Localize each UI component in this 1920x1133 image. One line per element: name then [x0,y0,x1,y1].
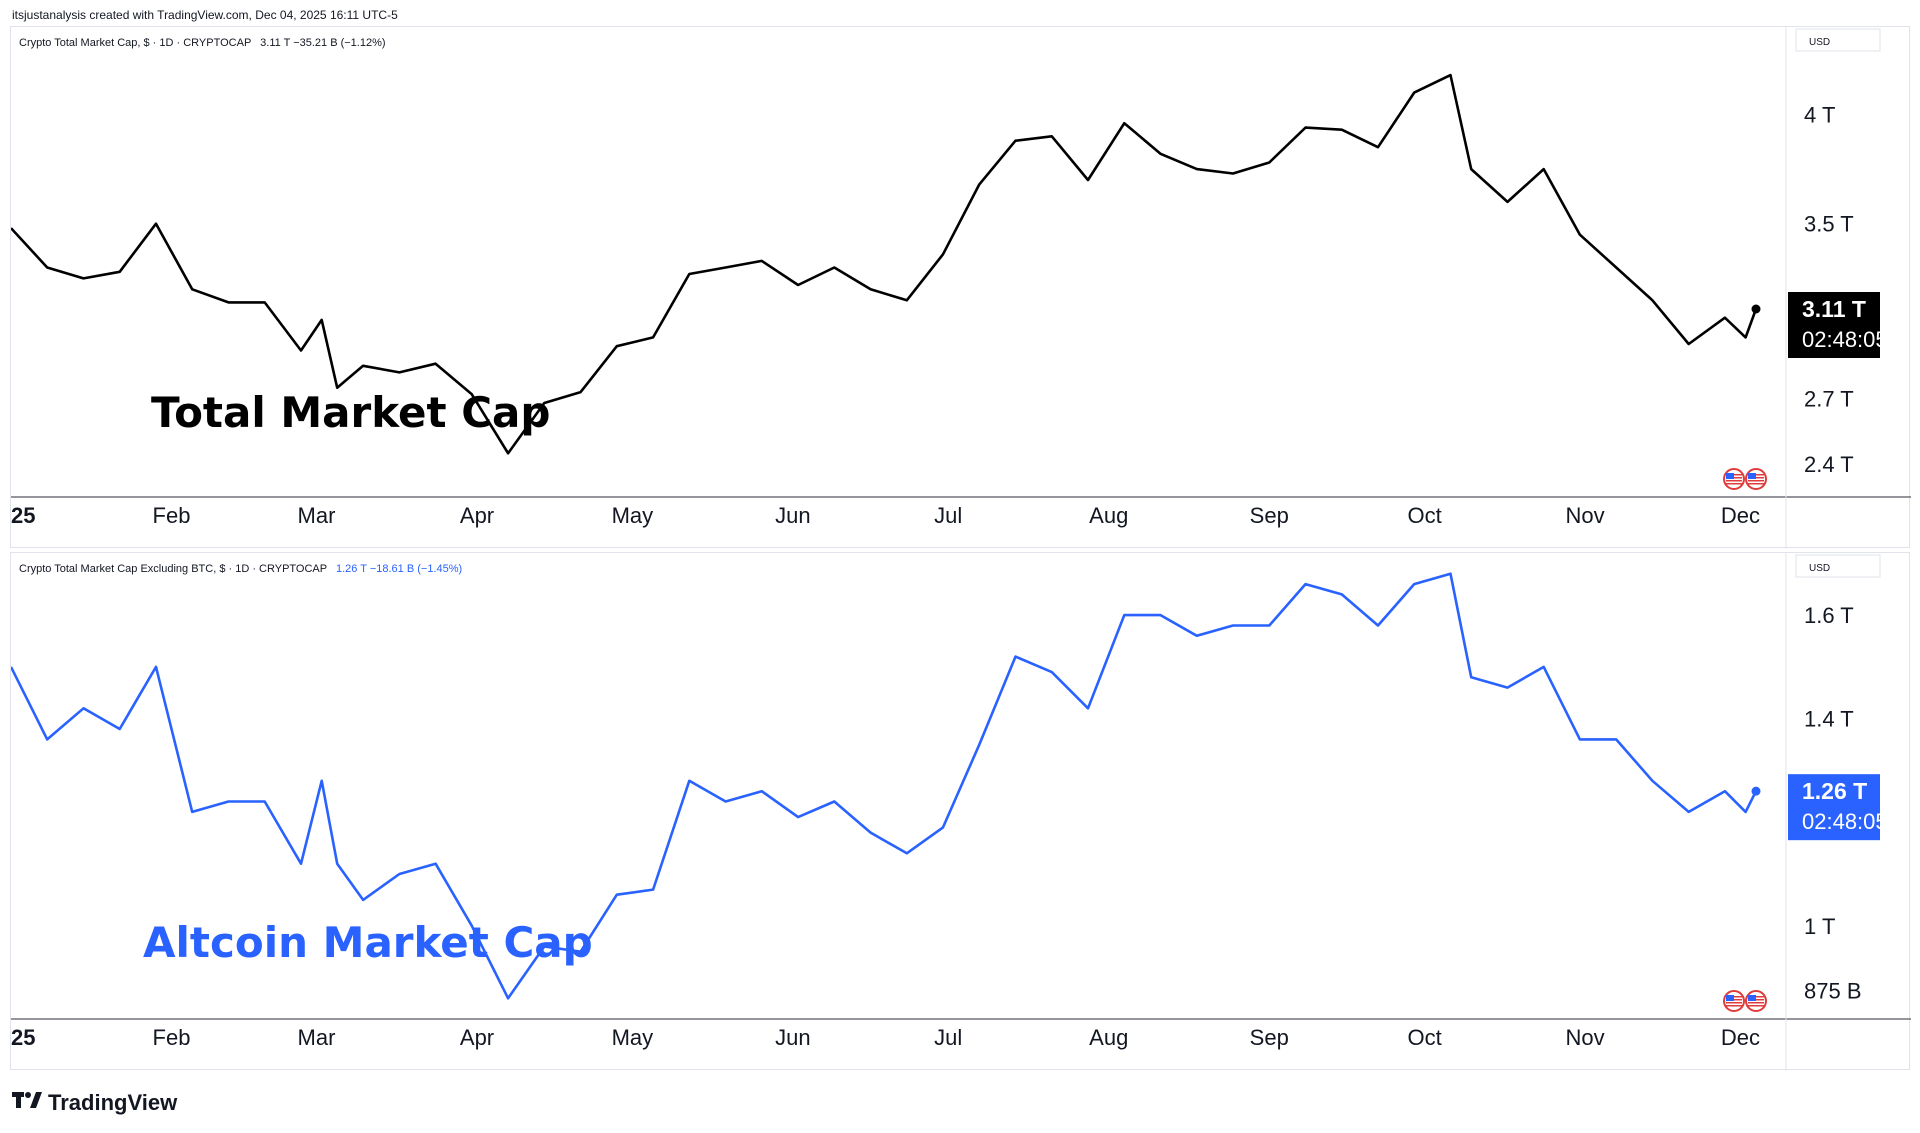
tradingview-brand[interactable]: TradingView [12,1090,177,1116]
x-tick-label: Aug [1089,503,1128,528]
chart-annotation-title: Total Market Cap [151,388,550,437]
last-value-badge [1788,292,1880,358]
x-tick-label: Apr [460,1025,494,1050]
x-tick-label: Apr [460,503,494,528]
scale-unit-box [1795,554,1881,578]
legend-values: 1.26 T −18.61 B (−1.45%) [335,563,463,575]
x-tick-label: Sep [1250,1025,1289,1050]
flag-stripe [1726,1002,1742,1004]
tradingview-logo-icon [12,1090,42,1116]
total-market-cap-chart[interactable]: 4 T 3.5 T 2.7 T 2.4 T 2025 Feb Mar Apr May Jun Jul… [11,27,1911,549]
x-tick-label: Sep [1250,503,1289,528]
last-point-marker [1751,786,1761,796]
x-tick-label: May [612,503,654,528]
flag-canton [1748,995,1756,1001]
last-value-badge [1788,774,1880,841]
last-point-marker [1751,304,1761,314]
price-scale-unit[interactable]: USD [1809,563,1831,574]
flag-canton [1726,995,1734,1001]
y-tick-label: 3.5 T [1804,212,1854,237]
flag-stripe [1726,483,1742,485]
y-tick-label: 875 B [1804,979,1862,1004]
x-tick-label: 2025 [11,503,35,528]
flag-stripe [1726,480,1742,482]
y-tick-label: 1.6 T [1804,603,1854,628]
x-tick-label: Dec [1721,503,1760,528]
total-market-cap-legend: Crypto Total Market Cap, $ · 1D · CRYPTO… [19,37,386,49]
last-value-label: 3.11 T [1802,296,1866,322]
flag-stripe [1748,1002,1764,1004]
x-tick-label: Mar [298,503,336,528]
legend-symbol: Crypto Total Market Cap Excluding BTC, $… [19,563,327,575]
price-scale-unit[interactable]: USD [1809,37,1831,48]
flag-stripe [1726,1005,1742,1007]
y-tick-label: 2.7 T [1804,387,1854,412]
total-market-cap-pane[interactable]: 4 T 3.5 T 2.7 T 2.4 T 2025 Feb Mar Apr May Jun Jul… [10,26,1911,549]
last-value-label: 1.26 T [1802,778,1867,804]
y-tick-label: 4 T [1804,102,1835,127]
tradingview-wordmark: TradingView [48,1090,178,1115]
flag-canton [1726,473,1734,479]
altcoin-market-cap-chart[interactable]: 1.6 T 1.4 T 1 T 875 B 2025 Feb Mar Apr May Jun Jul… [11,553,1911,1071]
chart-annotation-title: Altcoin Market Cap [143,918,593,967]
flag-stripe [1748,1005,1764,1007]
x-tick-label: Jul [934,503,962,528]
y-tick-label: 1 T [1804,914,1835,939]
x-tick-label: Nov [1566,1025,1605,1050]
us-flag-icon [1723,468,1767,490]
countdown-label: 02:48:05 [1802,809,1888,834]
altcoin-market-cap-pane[interactable]: 1.6 T 1.4 T 1 T 875 B 2025 Feb Mar Apr May Jun Jul… [10,552,1911,1071]
legend-symbol: Crypto Total Market Cap, $ · 1D · CRYPTO… [19,37,252,49]
x-tick-label: Mar [298,1025,336,1050]
scale-unit-box [1795,28,1881,52]
x-tick-label: Aug [1089,1025,1128,1050]
y-tick-label: 1.4 T [1804,707,1854,732]
series-line[interactable] [11,572,1758,1000]
countdown-label: 02:48:05 [1802,327,1888,352]
us-flag-icon [1723,990,1767,1012]
x-tick-label: Jul [934,1025,962,1050]
flag-canton [1748,473,1756,479]
altcoin-market-cap-legend: Crypto Total Market Cap Excluding BTC, $… [19,563,462,575]
x-tick-label: Dec [1721,1025,1760,1050]
x-tick-label: Feb [153,1025,191,1050]
chart-attribution-header: itsjustanalysis created with TradingView… [12,8,398,22]
x-tick-label: Feb [153,503,191,528]
series-line[interactable] [11,73,1758,455]
x-tick-label: Nov [1566,503,1605,528]
x-tick-label: 2025 [11,1025,35,1050]
legend-values: 3.11 T −35.21 B (−1.12%) [260,37,386,49]
y-tick-label: 2.4 T [1804,452,1854,477]
x-tick-label: Jun [775,503,810,528]
x-tick-label: Jun [775,1025,810,1050]
x-tick-label: Oct [1407,503,1441,528]
flag-stripe [1748,483,1764,485]
x-tick-label: Oct [1407,1025,1441,1050]
flag-stripe [1748,480,1764,482]
x-tick-label: May [612,1025,654,1050]
